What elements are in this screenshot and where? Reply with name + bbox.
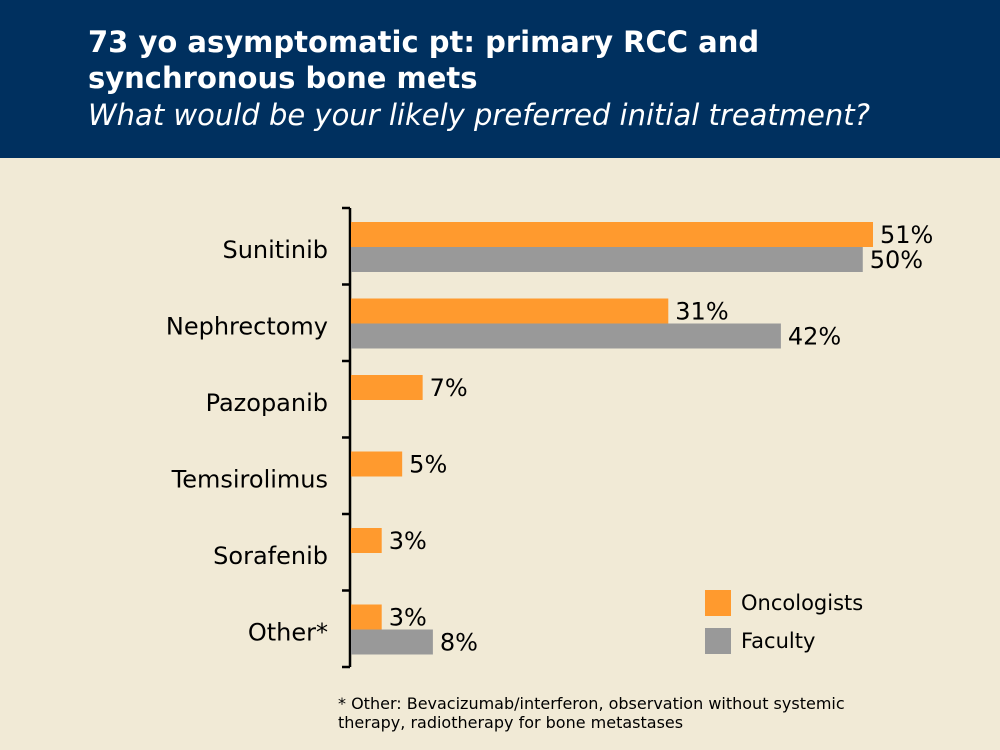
- category-label: Other*: [248, 619, 328, 647]
- header-banner: 73 yo asymptomatic pt: primary RCC and s…: [0, 0, 1000, 158]
- bar-oncologists: [351, 375, 423, 400]
- legend-swatch-oncologists: [705, 590, 731, 616]
- bar-oncologists: [351, 528, 382, 553]
- data-label: 3%: [389, 527, 427, 555]
- category-label: Nephrectomy: [166, 313, 328, 341]
- bar-oncologists: [351, 222, 873, 247]
- legend-label: Oncologists: [741, 591, 863, 615]
- data-label: 50%: [870, 246, 923, 274]
- legend-label: Faculty: [741, 629, 815, 653]
- category-label: Sorafenib: [213, 542, 328, 570]
- bar-oncologists: [351, 604, 382, 630]
- data-label: 7%: [430, 374, 468, 402]
- data-label: 5%: [409, 451, 447, 479]
- data-label: 3%: [389, 604, 427, 632]
- data-label: 8%: [440, 629, 478, 657]
- footnote: * Other: Bevacizumab/interferon, observa…: [338, 694, 845, 732]
- bar-faculty: [351, 323, 781, 349]
- bar-oncologists: [351, 298, 669, 324]
- page-title: 73 yo asymptomatic pt: primary RCC and s…: [88, 25, 760, 95]
- bar-faculty: [351, 247, 863, 272]
- category-label: Temsirolimus: [171, 466, 328, 494]
- legend-swatch-faculty: [705, 628, 731, 654]
- category-label: Pazopanib: [206, 389, 328, 417]
- category-label: Sunitinib: [222, 236, 328, 264]
- bar-faculty: [351, 629, 433, 655]
- data-label: 31%: [675, 298, 728, 326]
- data-label: 42%: [788, 323, 841, 351]
- data-label: 51%: [880, 221, 933, 249]
- page-subtitle: What would be your likely preferred init…: [88, 98, 871, 132]
- bar-oncologists: [351, 451, 403, 477]
